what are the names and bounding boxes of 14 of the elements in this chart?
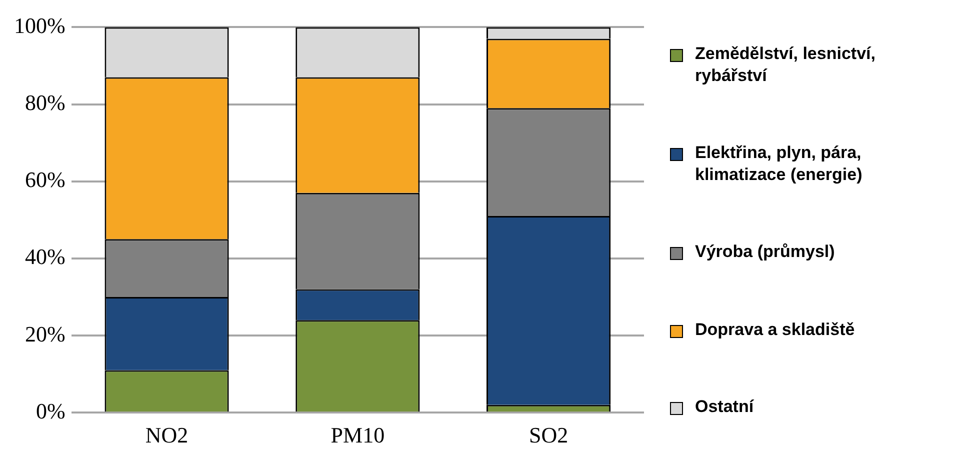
legend-label: Zemědělství, lesnictví, rybářství bbox=[695, 43, 876, 88]
legend-label: Elektřina, plyn, pára, klimatizace (energie) bbox=[695, 142, 864, 186]
y-tick-label: 40% bbox=[25, 244, 66, 270]
y-tick-label: 60% bbox=[25, 167, 66, 192]
x-tick-label: SO2 bbox=[528, 422, 568, 448]
y-tick-label: 80% bbox=[25, 90, 66, 116]
x-tick-label: NO2 bbox=[145, 422, 188, 448]
x-tick-label: PM10 bbox=[330, 422, 385, 448]
legend-label: Ostatní bbox=[695, 396, 755, 418]
y-tick-label: 100% bbox=[14, 12, 66, 38]
y-tick-label: 0% bbox=[36, 398, 66, 424]
legend-label: Výroba (průmysl) bbox=[695, 241, 836, 264]
y-tick-label: 20% bbox=[25, 321, 66, 346]
legend-label: Doprava a skladiště bbox=[695, 318, 856, 341]
